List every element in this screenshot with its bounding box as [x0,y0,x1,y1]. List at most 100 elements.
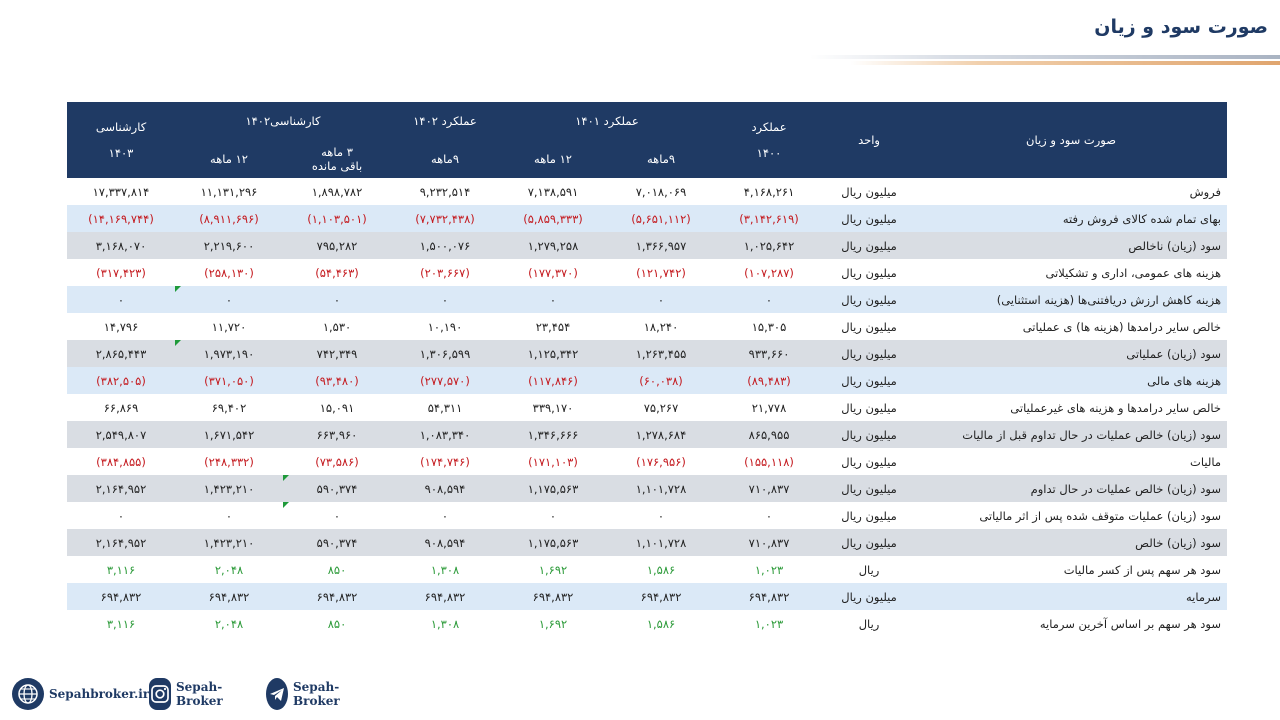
row-value: ۵۹۰,۳۷۴ [283,475,391,502]
header-1402-9m: ۹ماهه [391,140,499,178]
row-unit: ریال [823,556,916,583]
row-value: ۱۱,۷۲۰ [175,313,283,340]
row-value: ۵۴,۳۱۱ [391,394,499,421]
header-unit: واحد [823,102,916,178]
row-value: (۱۴,۱۶۹,۷۴۴) [67,205,175,232]
row-value: (۱۷۶,۹۵۶) [607,448,716,475]
row-value: ۱۵,۳۰۵ [715,313,824,340]
row-unit: میلیون ریال [823,286,916,313]
table-row: سود هر سهم پس از کسر مالیات ریال ۱,۰۲۳ ۱,۵۸… [67,556,1228,583]
row-value: ۶۹۴,۸۳۲ [67,583,175,610]
row-value: ۱,۸۹۸,۷۸۲ [283,178,391,205]
row-value: ۱۷,۳۳۷,۸۱۴ [67,178,175,205]
header-expert-1403-line2: ۱۴۰۳ [108,146,134,160]
row-value: ۱,۳۶۶,۹۵۷ [607,232,716,259]
footer-website-text: Sepahbroker.ir [49,687,150,701]
row-value: (۲۷۷,۵۷۰) [391,367,499,394]
row-label: سود هر سهم پس از کسر مالیات [915,556,1228,583]
table-row: سود (زیان) خالص میلیون ریال ۷۱۰,۸۳۷ ۱,۱۰۱,۷… [67,529,1228,556]
row-value: (۵۴,۴۶۳) [283,259,391,286]
table-row: سود (زیان) عملیاتی میلیون ریال ۹۳۳,۶۶۰ ۱,۲۶… [67,340,1228,367]
row-unit: میلیون ریال [823,529,916,556]
row-unit: میلیون ریال [823,502,916,529]
header-item: صورت سود و زیان [915,102,1228,178]
row-value: ۱,۰۲۳ [715,556,824,583]
footer-telegram-text: Sepah-Broker [293,680,340,708]
row-unit: میلیون ریال [823,205,916,232]
row-value: ۶۶۳,۹۶۰ [283,421,391,448]
row-value: (۹۳,۴۸۰) [283,367,391,394]
row-value: ۹۰۸,۵۹۴ [391,529,499,556]
row-value: ۲,۵۴۹,۸۰۷ [67,421,175,448]
row-label: مالیات [915,448,1228,475]
row-value: (۱۷۱,۱۰۳) [499,448,608,475]
row-unit: میلیون ریال [823,448,916,475]
row-value: ۱,۳۰۸ [391,610,499,637]
row-unit: ریال [823,610,916,637]
row-value: (۳۸۲,۵۰۵) [67,367,175,394]
row-value: ۷۱۰,۸۳۷ [715,529,824,556]
row-value: ۰ [607,502,716,529]
header-perf-1402: عملکرد ۱۴۰۲ [391,102,499,140]
row-value: ۸۵۰ [283,556,391,583]
row-value: ۰ [391,286,499,313]
row-value: ۱,۵۸۶ [607,556,716,583]
row-value: (۶۰,۰۳۸) [607,367,716,394]
footer-website[interactable]: Sepahbroker.ir [12,676,149,712]
row-value: ۷۹۵,۲۸۲ [283,232,391,259]
row-value: (۱۵۵,۱۱۸) [715,448,824,475]
row-value: (۸,۹۱۱,۶۹۶) [175,205,283,232]
row-value: ۱,۰۸۳,۳۴۰ [391,421,499,448]
row-value: (۸۹,۴۸۳) [715,367,824,394]
header-1401-12m: ۱۲ ماهه [499,140,608,178]
decorative-stripe-gray [810,55,1280,59]
table-row: خالص سایر درامدها و هزینه های غیرعملیاتی… [67,394,1228,421]
row-label: خالص سایر درامدها و هزینه های غیرعملیاتی [915,394,1228,421]
row-value: ۷۱۰,۸۳۷ [715,475,824,502]
row-value: ۱۱,۱۳۱,۲۹۶ [175,178,283,205]
row-value: ۱,۵۳۰ [283,313,391,340]
decorative-stripe-orange [850,61,1280,65]
row-value: ۱۵,۰۹۱ [283,394,391,421]
row-value: ۱,۱۰۱,۷۲۸ [607,475,716,502]
header-expert-1402: کارشناسی۱۴۰۲ [175,102,391,140]
globe-icon [12,678,44,710]
row-value: ۸۵۰ [283,610,391,637]
row-label: هزینه های مالی [915,367,1228,394]
row-label: سود (زیان) خالص عملیات در حال تداوم قبل … [915,421,1228,448]
row-value: (۲۵۸,۱۳۰) [175,259,283,286]
row-value: ۷,۰۱۸,۰۶۹ [607,178,716,205]
footer-instagram-text: Sepah-Broker [176,680,223,708]
row-value: ۶۹۴,۸۳۲ [607,583,716,610]
table-row: هزینه های عمومی، اداری و تشکیلاتی میلیون … [67,259,1228,286]
header-perf-1400-line1: عملکرد [751,120,787,134]
row-value: ۳,۱۱۶ [67,556,175,583]
footer-telegram[interactable]: Sepah-Broker [266,676,350,712]
row-value: ۰ [715,502,824,529]
row-value: (۱,۱۰۳,۵۰۱) [283,205,391,232]
row-value: ۷,۱۳۸,۵۹۱ [499,178,608,205]
row-value: ۱۸,۲۴۰ [607,313,716,340]
row-value: (۳۸۴,۸۵۵) [67,448,175,475]
table-row: سود (زیان) خالص عملیات در حال تداوم قبل … [67,421,1228,448]
table-row: سود هر سهم بر اساس آخرین سرمایه ریال ۱,۰۲۳… [67,610,1228,637]
row-label: سود (زیان) خالص [915,529,1228,556]
row-value: ۱,۹۷۳,۱۹۰ [175,340,283,367]
row-value: ۵۹۰,۳۷۴ [283,529,391,556]
row-label: بهای تمام شده کالای فروش رفته [915,205,1228,232]
row-label: سود (زیان) عملیات متوقف شده پس از اثر ما… [915,502,1228,529]
row-unit: میلیون ریال [823,178,916,205]
header-expert-1402-3m-line1: ۳ ماهه [321,145,353,159]
row-value: ۶۹۴,۸۳۲ [715,583,824,610]
row-value: ۱,۶۹۲ [499,610,608,637]
row-label: فروش [915,178,1228,205]
row-value: ۰ [175,502,283,529]
row-value: ۰ [283,502,391,529]
row-value: ۱,۱۲۵,۳۴۲ [499,340,608,367]
row-value: ۷۵,۲۶۷ [607,394,716,421]
row-value: ۱,۴۲۳,۲۱۰ [175,529,283,556]
row-value: ۱,۱۷۵,۵۶۳ [499,475,608,502]
row-value: (۱۷۷,۳۷۰) [499,259,608,286]
footer-instagram[interactable]: Sepah-Broker [149,676,233,712]
row-value: ۶۹۴,۸۳۲ [499,583,608,610]
